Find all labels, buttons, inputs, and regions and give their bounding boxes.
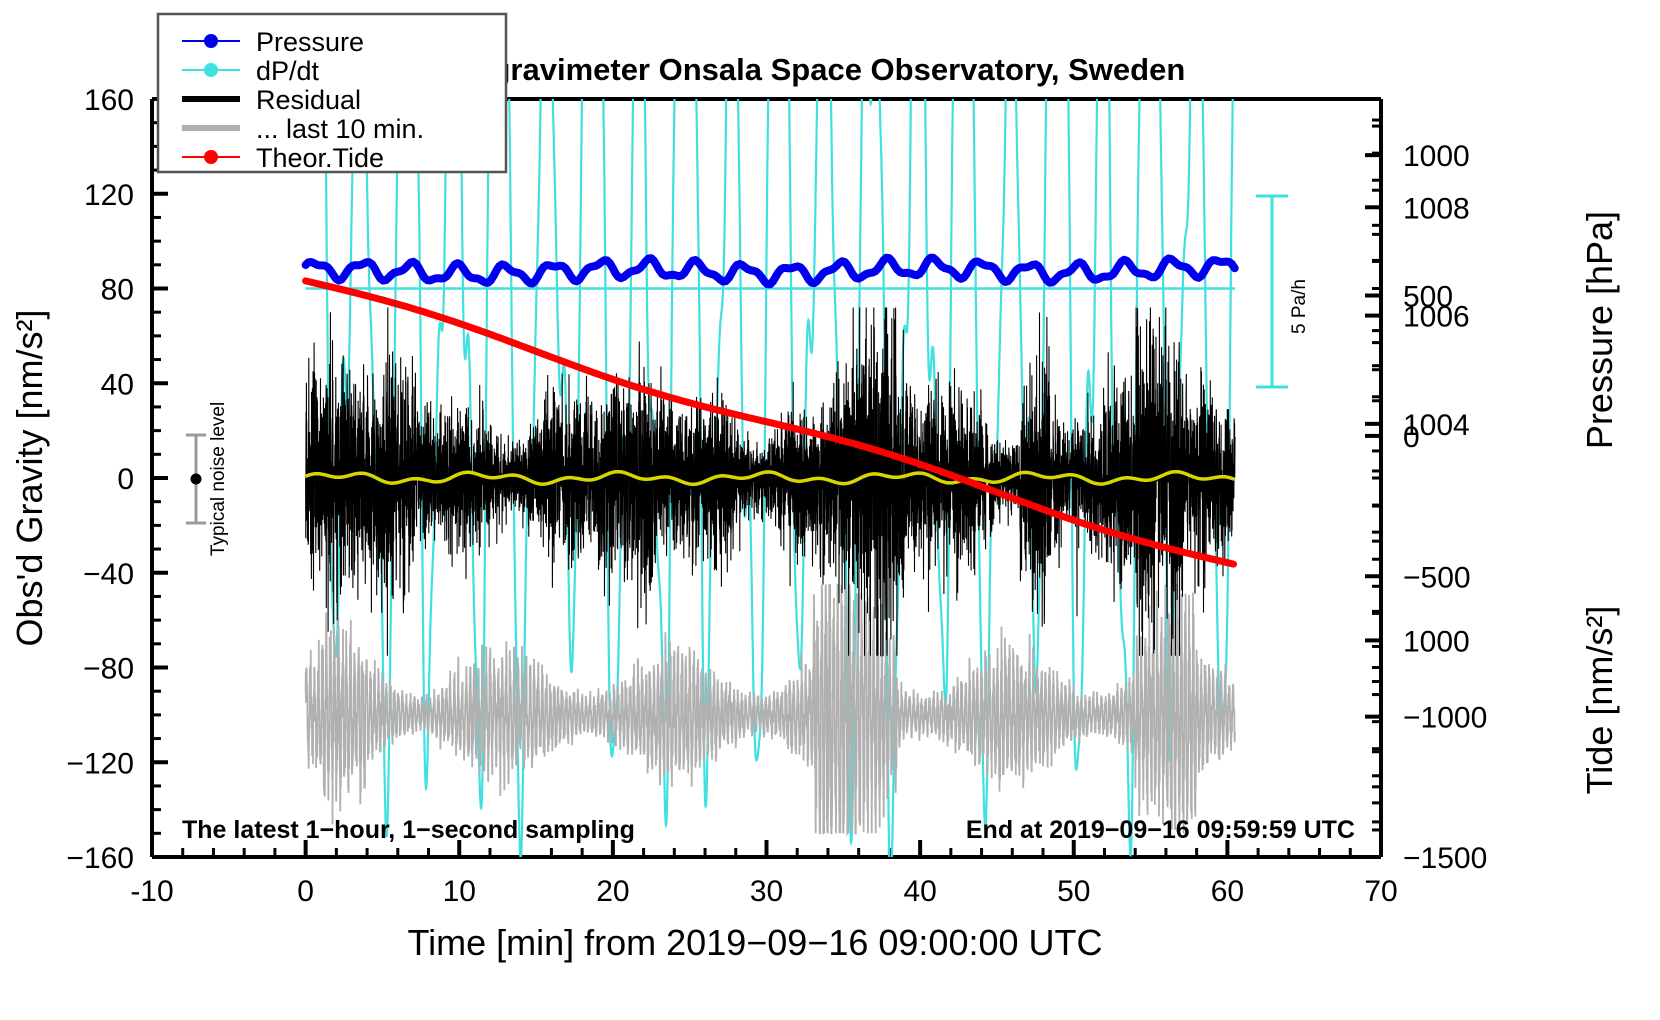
- legend-marker-dot: [204, 34, 218, 48]
- x-tick-label: 20: [596, 875, 629, 908]
- x-tick-label: 30: [750, 875, 783, 908]
- legend-label: Residual: [256, 85, 361, 115]
- typical-noise-level-marker: Typical noise level: [186, 402, 229, 556]
- y-tick-label: −160: [66, 842, 134, 875]
- series-last-10-min: [304, 583, 1236, 837]
- x-tick-label: -10: [130, 875, 173, 908]
- pa-per-hour-scale-bar: 5 Pa/h: [1256, 194, 1310, 389]
- legend-item-residual[interactable]: Residual: [182, 85, 361, 115]
- x-tick-label: 10: [443, 875, 476, 908]
- footer-note-right: End at 2019−09−16 09:59:59 UTC: [966, 816, 1355, 844]
- legend-item-last-10-min[interactable]: ... last 10 min.: [182, 114, 424, 144]
- tide-tick-label: −1000: [1403, 702, 1487, 735]
- x-tick-label: 60: [1211, 875, 1244, 908]
- x-tick-label: 40: [903, 875, 936, 908]
- pressure-tick-label: 1006: [1403, 301, 1470, 334]
- x-axis-label: Time [min] from 2019−09−16 09:00:00 UTC: [407, 922, 1102, 963]
- tide-tick-label: 500: [1403, 281, 1453, 314]
- legend-item-dp-dt[interactable]: dP/dt: [182, 56, 320, 86]
- legend-label: dP/dt: [256, 56, 320, 86]
- legend-label: Theor.Tide: [256, 143, 384, 173]
- legend-item-theor-tide[interactable]: Theor.Tide: [182, 143, 384, 173]
- y-axis-label-pressure: Pressure [hPa]: [1579, 211, 1620, 449]
- footer-note-left: The latest 1−hour, 1−second sampling: [182, 816, 635, 844]
- series-pressure: [301, 253, 1239, 289]
- series-residual: [305, 307, 1236, 657]
- series-theor-tide: [302, 277, 1237, 568]
- tide-tick-label: 1000: [1403, 140, 1470, 173]
- noise-level-label: Typical noise level: [208, 402, 229, 556]
- y-tick-label: 80: [101, 274, 134, 307]
- pressure-tick-label: 1004: [1403, 409, 1470, 442]
- series-filtered: [304, 469, 1235, 487]
- y-tick-label: −40: [83, 558, 134, 591]
- tide-tick-label: 0: [1403, 421, 1420, 454]
- legend-item-pressure[interactable]: Pressure: [182, 27, 364, 57]
- legend-label: Pressure: [256, 27, 364, 57]
- x-tick-label: 0: [297, 875, 314, 908]
- pressure-tick-label: 1000: [1403, 625, 1470, 658]
- y-tick-label: 160: [84, 84, 134, 117]
- legend-label: ... last 10 min.: [256, 114, 424, 144]
- legend-marker-dot: [204, 150, 218, 164]
- y-axis-label-left: Obs'd Gravity [nm/s²]: [9, 310, 50, 647]
- tide-tick-label: −1500: [1403, 842, 1487, 875]
- y-tick-label: −80: [83, 653, 134, 686]
- legend-marker-dot: [204, 63, 218, 77]
- x-tick-label: 70: [1364, 875, 1397, 908]
- y-tick-label: 40: [101, 368, 134, 401]
- y-tick-label: 120: [84, 179, 134, 212]
- left-axis-ticks: 160 120 80 40 0 −40 −80 −120 −160: [66, 84, 168, 875]
- right-axis-ticks: 1008 1006 1004 1000 500 0 −500 −1000 −1500 1000: [1365, 97, 1487, 875]
- y-axis-label-tide: Tide [nm/s²]: [1579, 606, 1620, 795]
- pressure-tick-label: 1008: [1403, 192, 1470, 225]
- pa-scale-label: 5 Pa/h: [1289, 279, 1310, 334]
- x-tick-label: 50: [1057, 875, 1090, 908]
- y-tick-label: −120: [66, 747, 134, 780]
- y-tick-label: 0: [117, 463, 134, 496]
- tide-tick-label: −500: [1403, 561, 1471, 594]
